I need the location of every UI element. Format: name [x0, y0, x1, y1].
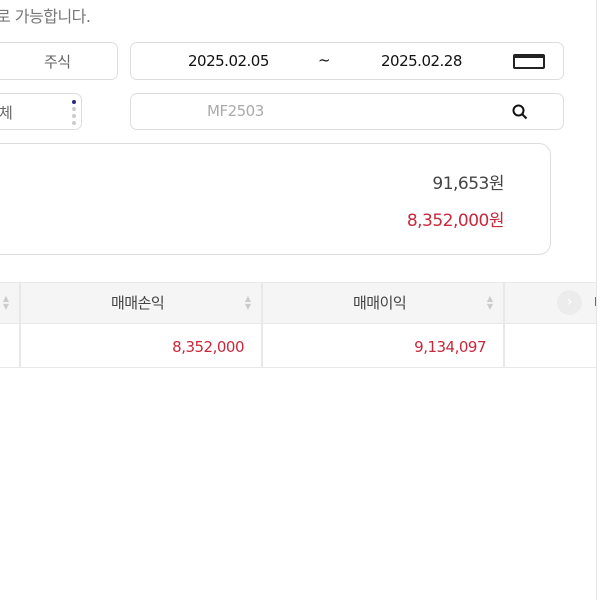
cell-trade-pnl: 8,352,000 — [172, 338, 244, 356]
column-next: › 매 — [503, 283, 596, 368]
search-icon[interactable] — [512, 104, 528, 120]
column-trade-pnl: 매매손익 ▲ ▼ 8,352,000 — [19, 283, 261, 368]
summary-value-2: 8,352,000원 — [406, 211, 505, 231]
date-from[interactable]: 2025.02.05 — [188, 52, 269, 70]
sort-icon[interactable]: ▲ ▼ — [2, 294, 10, 311]
notice-text: 로 가능합니다. — [0, 7, 91, 26]
search-input[interactable]: MF2503 — [130, 93, 564, 130]
scrollbar[interactable] — [596, 0, 600, 600]
scroll-right-button[interactable]: › — [557, 290, 582, 315]
cell-trade-profit: 9,134,097 — [414, 338, 486, 356]
column-trade-profit: 매매이익 ▲ ▼ 9,134,097 — [261, 283, 503, 368]
sort-icon[interactable]: ▲ ▼ — [244, 294, 252, 311]
calendar-icon[interactable] — [513, 54, 545, 69]
type-select[interactable]: 주식 — [0, 42, 118, 80]
date-separator: ~ — [318, 51, 331, 69]
more-dots-icon[interactable] — [72, 100, 77, 125]
row-divider — [0, 367, 596, 368]
sort-icon[interactable]: ▲ ▼ — [486, 294, 494, 311]
account-select[interactable]: 체 — [0, 93, 82, 130]
date-to[interactable]: 2025.02.28 — [381, 52, 462, 70]
table-header — [0, 282, 596, 324]
summary-value-1: 91,653원 — [432, 174, 504, 194]
summary-card: 91,653원 8,352,000원 — [0, 143, 551, 255]
date-range-picker[interactable]: 2025.02.05 ~ 2025.02.28 — [130, 42, 564, 80]
